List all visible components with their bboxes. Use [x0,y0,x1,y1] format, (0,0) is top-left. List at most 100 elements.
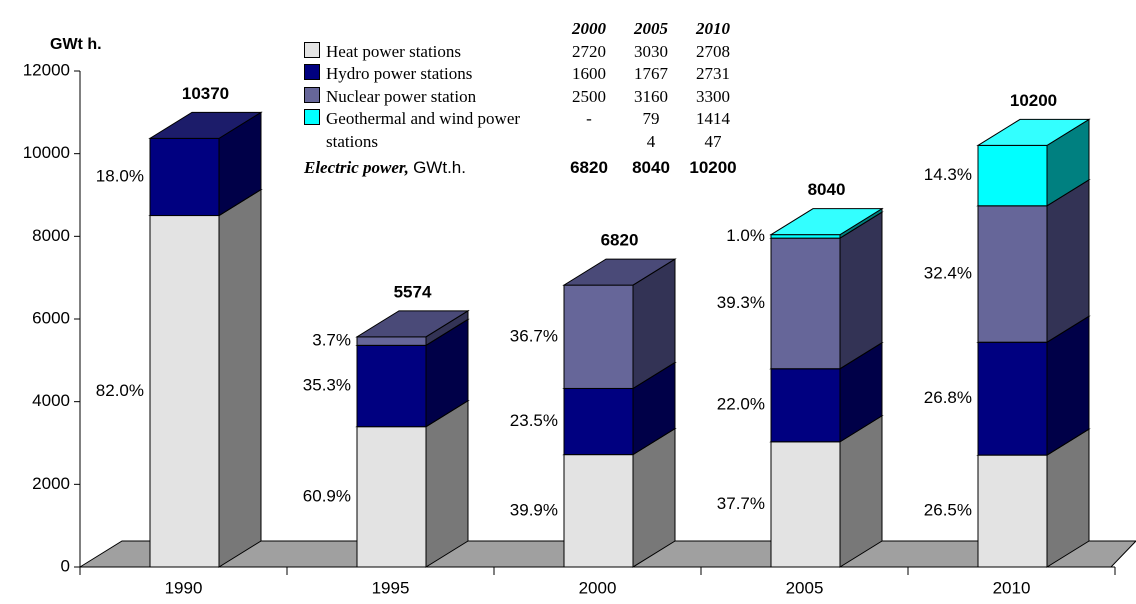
y-tick-label: 0 [61,556,70,575]
x-tick-label: 1995 [372,578,410,597]
bar-top [148,111,263,139]
bar-front [356,426,427,568]
share-label: 32.4% [924,263,972,282]
total-value: 10200 [689,158,737,177]
total-label: 6820 [601,231,639,250]
share-label: 60.9% [303,486,351,505]
table-value: 2731 [696,64,730,84]
legend-swatch [304,41,320,58]
bar-top [562,258,677,286]
legend-entry: Geothermal and wind power stations [304,108,558,153]
bar-side [218,188,262,568]
share-label: 22.0% [717,395,765,414]
share-label: 82.0% [96,381,144,400]
legend-entry: Hydro power stations [304,63,558,86]
bar-top [769,208,884,236]
column-header: 2010 [696,19,730,39]
bar-front [356,336,427,346]
share-label: 26.5% [924,501,972,520]
legend-row: Nuclear power station 2500 3160 3300 [304,86,744,109]
share-label: 39.3% [717,293,765,312]
bar-front [977,205,1048,343]
total-label: 8040 [808,180,846,199]
column-header: 2000 [572,19,606,39]
spacer [558,131,620,154]
table-value: 2720 [572,41,606,61]
x-tick-label: 2010 [993,578,1031,597]
bar-top [976,118,1091,146]
share-label: 23.5% [510,411,558,430]
table-value: 79 [642,109,660,129]
bar-front [563,387,634,456]
legend-entry: Nuclear power station [304,86,558,109]
total-title: Electric power, [304,158,409,177]
total-label: 5574 [394,282,432,301]
bar-top [355,310,470,338]
legend-row: Heat power stations 2720 3030 2708 [304,41,744,64]
legend-table: 2000 2005 2010 Heat power stations 2720 3030 2… [304,18,744,183]
legend-row: Geothermal and wind power stations - 79 141… [304,108,744,151]
table-value: 47 [704,131,722,151]
x-tick-label: 2000 [579,578,617,597]
column-header: 2005 [634,19,668,39]
bar-front [770,441,841,568]
legend-label: Hydro power stations [326,64,473,83]
table-value: 1767 [634,64,668,84]
y-tick-label: 2000 [32,474,70,493]
bar-front [977,454,1048,568]
table-value: 2500 [572,86,606,106]
bar-front [977,144,1048,207]
bar-front [149,137,220,217]
legend-swatch [304,109,320,125]
legend-label: Heat power stations [326,41,462,61]
bar-side [839,211,883,370]
bar-front [563,284,634,389]
legend-row: Hydro power stations 1600 1767 2731 [304,63,744,86]
table-value: 3160 [634,86,668,106]
share-label: 26.8% [924,388,972,407]
spacer [304,18,558,41]
y-tick-label: 6000 [32,308,70,327]
share-label: 36.7% [510,326,558,345]
table-value: 3030 [634,41,668,61]
bar-front [149,215,220,568]
legend-swatch [304,86,320,103]
bar-front [563,454,634,568]
legend-header: 2000 2005 2010 [304,18,744,41]
total-label: 10200 [1010,91,1057,110]
bar-side [1046,178,1090,344]
x-tick-label: 1990 [165,578,203,597]
y-tick-label: 8000 [32,226,70,245]
bar-front [770,234,841,239]
table-value: 4 [646,131,656,151]
share-label: 14.3% [924,165,972,184]
y-tick-label: 10000 [23,143,70,162]
share-label: 18.0% [96,166,144,185]
x-tick-label: 2005 [786,578,824,597]
legend-label: Geothermal and wind power stations [326,109,521,151]
total-value: 6820 [570,158,608,177]
legend-swatch [304,64,320,80]
y-axis-label: GWt h. [50,36,102,53]
y-tick-label: 4000 [32,391,70,410]
total-unit: GWt.h. [413,158,466,177]
total-row: Electric power, GWt.h. 6820 8040 10200 [304,153,744,183]
table-value: 3300 [696,86,730,106]
bar-front [770,237,841,370]
legend-label: Nuclear power station [326,86,477,106]
share-label: 39.9% [510,500,558,519]
share-label: 1.0% [726,226,765,245]
bar-side [425,399,469,568]
total-caption: Electric power, GWt.h. [304,153,558,183]
share-label: 3.7% [312,331,351,350]
legend-grid: 2000 2005 2010 Heat power stations 2720 3030 2… [304,18,744,183]
bar-front [977,341,1048,456]
table-value: 1600 [572,64,606,84]
legend-entry: Heat power stations [304,41,558,64]
bar-front [770,368,841,443]
total-label: 10370 [182,84,229,103]
total-value: 8040 [632,158,670,177]
y-tick-label: 12000 [23,60,70,79]
legend-row: 4 47 [304,131,744,154]
